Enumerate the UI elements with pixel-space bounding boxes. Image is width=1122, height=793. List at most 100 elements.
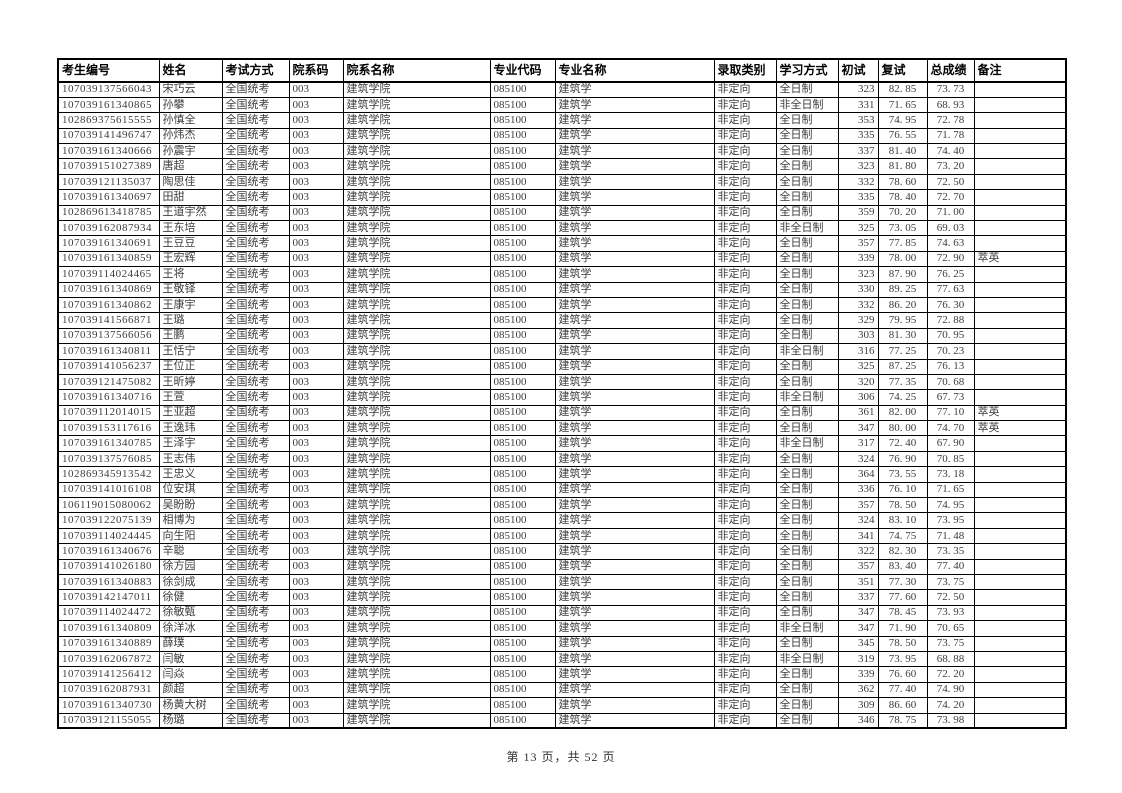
table-cell: 全日制 (775, 204, 839, 222)
table-cell: 332 (837, 173, 879, 191)
column-header-8: 学习方式 (775, 58, 839, 83)
table-cell: 003 (288, 96, 344, 114)
table-cell: 085100 (489, 527, 556, 545)
table-cell: 全国统考 (221, 296, 290, 314)
table-cell: 085100 (489, 604, 556, 622)
table-cell: 建筑学院 (342, 389, 491, 406)
table-cell: 非定向 (713, 543, 777, 560)
column-header-12: 备注 (973, 58, 1067, 83)
table-cell: 建筑学院 (342, 404, 491, 422)
table-cell: 非定向 (713, 266, 777, 283)
table-cell: 81. 40 (877, 143, 928, 160)
table-cell: 76. 25 (926, 266, 975, 283)
table-cell: 76. 55 (877, 127, 928, 145)
table-cell: 085100 (489, 573, 556, 591)
table-cell: 徐洋冰 (158, 620, 223, 637)
table-cell: 王昕婷 (158, 373, 223, 391)
table-row: 107039162087934 王东培 全国统考 003 建筑学院 085100 建筑学 非定… (57, 220, 1067, 237)
table-cell: 全日制 (775, 512, 839, 529)
table-cell: 085100 (489, 204, 556, 222)
table-cell: 347 (837, 604, 879, 622)
table-cell: 73. 05 (877, 220, 928, 237)
table-cell: 全日制 (775, 466, 839, 483)
table-cell: 74. 25 (877, 389, 928, 406)
table-cell: 107039137566043 (57, 81, 160, 98)
table-row: 106119015080062 吴盼盼 全国统考 003 建筑学院 085100 建筑学 非定… (57, 497, 1067, 514)
table-cell: 建筑学 (554, 220, 715, 237)
table-cell: 非定向 (713, 527, 777, 545)
table-cell: 107039162087934 (57, 220, 160, 237)
table-row: 107039142147011 徐健 全国统考 003 建筑学院 085100 建筑学 非定向… (57, 589, 1067, 606)
table-row: 102869613418785 王道宇然 全国统考 003 建筑学院 085100 建筑学非… (57, 204, 1067, 222)
table-cell: 建筑学院 (342, 497, 491, 514)
table-cell: 309 (837, 697, 879, 714)
table-cell: 非全日制 (775, 343, 839, 360)
table-cell (973, 343, 1067, 360)
table-cell: 107039161340785 (57, 435, 160, 452)
table-cell: 77. 25 (877, 343, 928, 360)
table-cell: 非全日制 (775, 435, 839, 452)
table-cell: 非定向 (713, 450, 777, 468)
table-cell (973, 281, 1067, 298)
table-cell: 全国统考 (221, 681, 290, 699)
table-cell: 建筑学 (554, 127, 715, 145)
table-cell: 78. 60 (877, 173, 928, 191)
table-cell (973, 604, 1067, 622)
table-cell: 107039161340862 (57, 296, 160, 314)
table-cell: 003 (288, 404, 344, 422)
table-cell: 王鹏 (158, 327, 223, 345)
table-cell: 330 (837, 281, 879, 298)
table-row: 107039141026180 徐方园 全国统考 003 建筑学院 085100 建筑学 非定… (57, 558, 1067, 576)
table-cell: 建筑学 (554, 497, 715, 514)
table-cell: 建筑学院 (342, 712, 491, 729)
table-cell: 建筑学院 (342, 235, 491, 252)
table-cell: 085100 (489, 173, 556, 191)
table-cell: 107039161340691 (57, 235, 160, 252)
table-cell: 335 (837, 189, 879, 206)
table-cell: 77. 85 (877, 235, 928, 252)
table-cell: 建筑学院 (342, 158, 491, 175)
table-cell: 89. 25 (877, 281, 928, 298)
table-cell: 74. 40 (926, 143, 975, 160)
table-cell: 003 (288, 635, 344, 652)
table-cell: 003 (288, 327, 344, 345)
table-cell: 建筑学院 (342, 173, 491, 191)
table-cell: 003 (288, 466, 344, 483)
table-header-row: 考生编号 姓名 考试方式 院系码 院系名称 专业代码 专业名称 录取类别 学习方式 初试 复试 总成绩… (57, 58, 1067, 83)
table-cell: 非定向 (713, 420, 777, 437)
table-cell: 建筑学院 (342, 373, 491, 391)
column-header-9: 初试 (837, 58, 879, 83)
table-cell: 全日制 (775, 81, 839, 98)
table-cell: 085100 (489, 296, 556, 314)
table-cell: 107039153117616 (57, 420, 160, 437)
column-header-3: 院系码 (288, 58, 344, 83)
table-cell: 建筑学院 (342, 620, 491, 637)
table-cell: 085100 (489, 158, 556, 175)
table-cell: 非定向 (713, 358, 777, 375)
table-cell: 萃英 (973, 250, 1067, 268)
table-cell: 建筑学院 (342, 450, 491, 468)
table-cell: 86. 60 (877, 697, 928, 714)
table-cell: 74. 70 (926, 420, 975, 437)
table-cell: 全国统考 (221, 512, 290, 529)
table-cell: 建筑学 (554, 420, 715, 437)
table-cell: 003 (288, 235, 344, 252)
table-cell: 建筑学 (554, 589, 715, 606)
table-cell: 全日制 (775, 373, 839, 391)
table-cell: 建筑学 (554, 281, 715, 298)
table-cell: 非定向 (713, 81, 777, 98)
table-row: 107039141496747 孙炜杰 全国统考 003 建筑学院 085100 建筑学 非定… (57, 127, 1067, 145)
table-cell: 全日制 (775, 666, 839, 683)
table-cell: 非定向 (713, 158, 777, 175)
table-cell: 73. 20 (926, 158, 975, 175)
table-cell: 82. 30 (877, 543, 928, 560)
table-cell: 67. 90 (926, 435, 975, 452)
table-cell: 全国统考 (221, 358, 290, 375)
table-cell: 107039161340730 (57, 697, 160, 714)
table-cell: 085100 (489, 666, 556, 683)
table-cell: 非全日制 (775, 620, 839, 637)
table-cell: 王泽宇 (158, 435, 223, 452)
table-cell: 72. 20 (926, 666, 975, 683)
table-cell: 非定向 (713, 189, 777, 206)
table-cell: 107039162087931 (57, 681, 160, 699)
